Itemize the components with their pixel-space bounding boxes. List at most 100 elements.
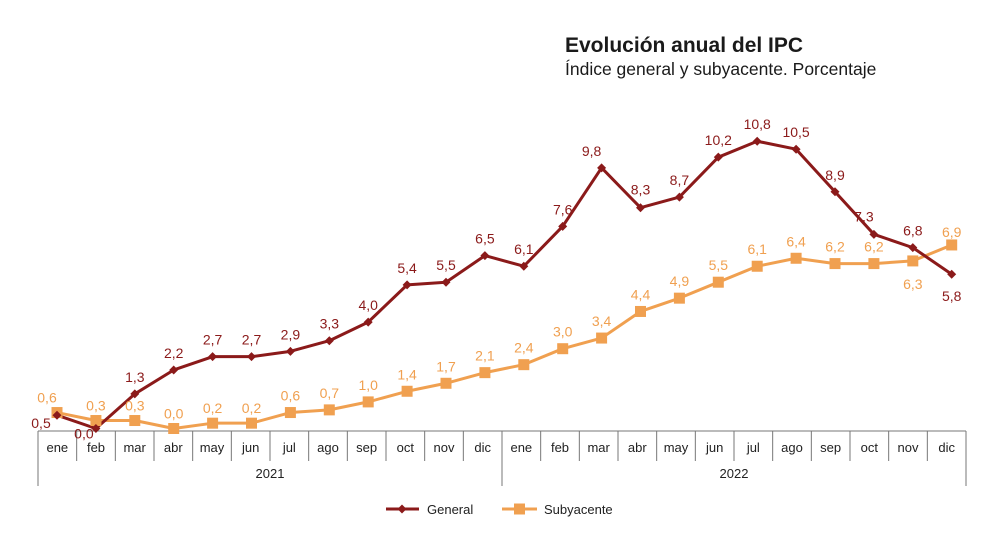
- general-data-label: 5,5: [436, 257, 456, 273]
- general-point: [869, 229, 879, 239]
- year-label: 2021: [256, 466, 285, 481]
- subyacente-data-label: 0,6: [281, 388, 301, 404]
- subyacente-point: [946, 239, 958, 251]
- general-point: [830, 187, 840, 197]
- general-point: [130, 389, 140, 399]
- general-data-label: 8,9: [825, 167, 845, 183]
- subyacente-point: [401, 385, 413, 397]
- general-point: [674, 192, 684, 202]
- general-point: [947, 269, 957, 279]
- x-tick-label: oct: [397, 440, 415, 455]
- general-point: [363, 317, 373, 327]
- subyacente-point: [440, 377, 452, 389]
- x-tick-label: feb: [87, 440, 105, 455]
- general-data-label: 0,0: [74, 426, 94, 442]
- subyacente-point: [635, 305, 646, 317]
- subyacente-data-label: 0,2: [242, 400, 262, 416]
- general-data-label: 8,7: [670, 172, 690, 188]
- general-data-label: 3,3: [320, 316, 340, 332]
- subyacente-data-label: 6,3: [903, 276, 923, 292]
- subyacente-data-label: 5,5: [709, 257, 729, 273]
- general-data-label: 8,3: [631, 182, 651, 198]
- general-point: [441, 277, 451, 287]
- general-data-label: 2,2: [164, 345, 184, 361]
- legend-general-label: General: [427, 502, 473, 517]
- subyacente-data-label: 2,1: [475, 348, 495, 364]
- x-tick-label: may: [664, 440, 689, 455]
- general-point: [285, 346, 295, 356]
- x-tick-label: dic: [474, 440, 491, 455]
- subyacente-data-label: 4,4: [631, 286, 651, 302]
- subyacente-point: [129, 415, 141, 427]
- general-point: [908, 243, 918, 253]
- x-tick-label: mar: [587, 440, 610, 455]
- subyacente-point: [907, 255, 919, 267]
- subyacente-data-label: 1,4: [397, 366, 417, 382]
- general-data-label: 5,8: [942, 288, 962, 304]
- general-data-label: 6,8: [903, 223, 923, 239]
- year-label: 2022: [720, 466, 749, 481]
- general-point: [558, 221, 568, 231]
- general-data-label: 6,1: [514, 241, 534, 257]
- subyacente-data-label: 2,4: [514, 340, 534, 356]
- x-tick-label: abr: [628, 440, 647, 455]
- subyacente-point: [207, 417, 219, 429]
- general-data-label: 6,5: [475, 231, 495, 247]
- subyacente-point: [323, 404, 335, 416]
- general-point: [791, 144, 801, 154]
- general-point: [752, 136, 762, 146]
- general-data-label: 5,4: [397, 260, 417, 276]
- general-point: [597, 163, 607, 173]
- subyacente-data-label: 6,2: [864, 239, 884, 255]
- subyacente-data-label: 0,2: [203, 400, 223, 416]
- general-point: [208, 352, 218, 362]
- general-data-label: 9,8: [582, 143, 602, 159]
- general-point: [91, 424, 101, 433]
- legend-general-marker: [397, 504, 407, 514]
- general-data-label: 7,3: [854, 208, 874, 224]
- subyacente-point: [246, 417, 257, 429]
- x-tick-label: may: [200, 440, 225, 455]
- general-data-label: 0,5: [31, 415, 51, 431]
- subyacente-point: [518, 359, 530, 371]
- general-data-label: 2,9: [281, 326, 301, 342]
- subyacente-data-label: 0,7: [320, 385, 340, 401]
- x-tick-label: dic: [938, 440, 955, 455]
- subyacente-point: [362, 396, 374, 408]
- x-tick-label: abr: [164, 440, 183, 455]
- general-data-label: 7,6: [553, 201, 573, 217]
- x-tick-label: nov: [898, 440, 919, 455]
- subyacente-data-label: 6,9: [942, 224, 962, 240]
- subyacente-data-label: 6,4: [786, 233, 806, 249]
- x-tick-label: ene: [510, 440, 532, 455]
- general-data-label: 1,3: [125, 369, 145, 385]
- general-data-label: 2,7: [242, 332, 262, 348]
- legend-subyacente-marker: [514, 503, 525, 515]
- x-tick-label: ago: [781, 440, 803, 455]
- subyacente-line: [56, 243, 953, 430]
- subyacente-data-label: 0,0: [164, 406, 184, 422]
- general-data-label: 10,8: [744, 116, 771, 132]
- subyacente-point: [596, 332, 608, 344]
- general-point: [480, 251, 490, 261]
- chart-title: Evolución anual del IPC: [565, 34, 804, 57]
- x-tick-label: mar: [123, 440, 146, 455]
- subyacente-data-label: 0,3: [125, 398, 145, 414]
- general-point: [52, 410, 62, 420]
- subyacente-point: [168, 423, 180, 434]
- general-point: [324, 336, 334, 346]
- general-data-label: 4,0: [358, 297, 378, 313]
- subyacente-data-label: 3,0: [553, 324, 573, 340]
- subyacente-point: [284, 407, 296, 419]
- subyacente-point: [829, 258, 841, 270]
- general-data-label: 2,7: [203, 332, 223, 348]
- subyacente-data-label: 1,0: [358, 377, 378, 393]
- x-tick-label: feb: [551, 440, 569, 455]
- subyacente-data-label: 4,9: [670, 273, 690, 289]
- x-tick-label: sep: [820, 440, 841, 455]
- subyacente-data-label: 6,2: [825, 239, 845, 255]
- general-point: [169, 365, 179, 375]
- subyacente-point: [90, 415, 102, 427]
- general-point: [519, 261, 529, 271]
